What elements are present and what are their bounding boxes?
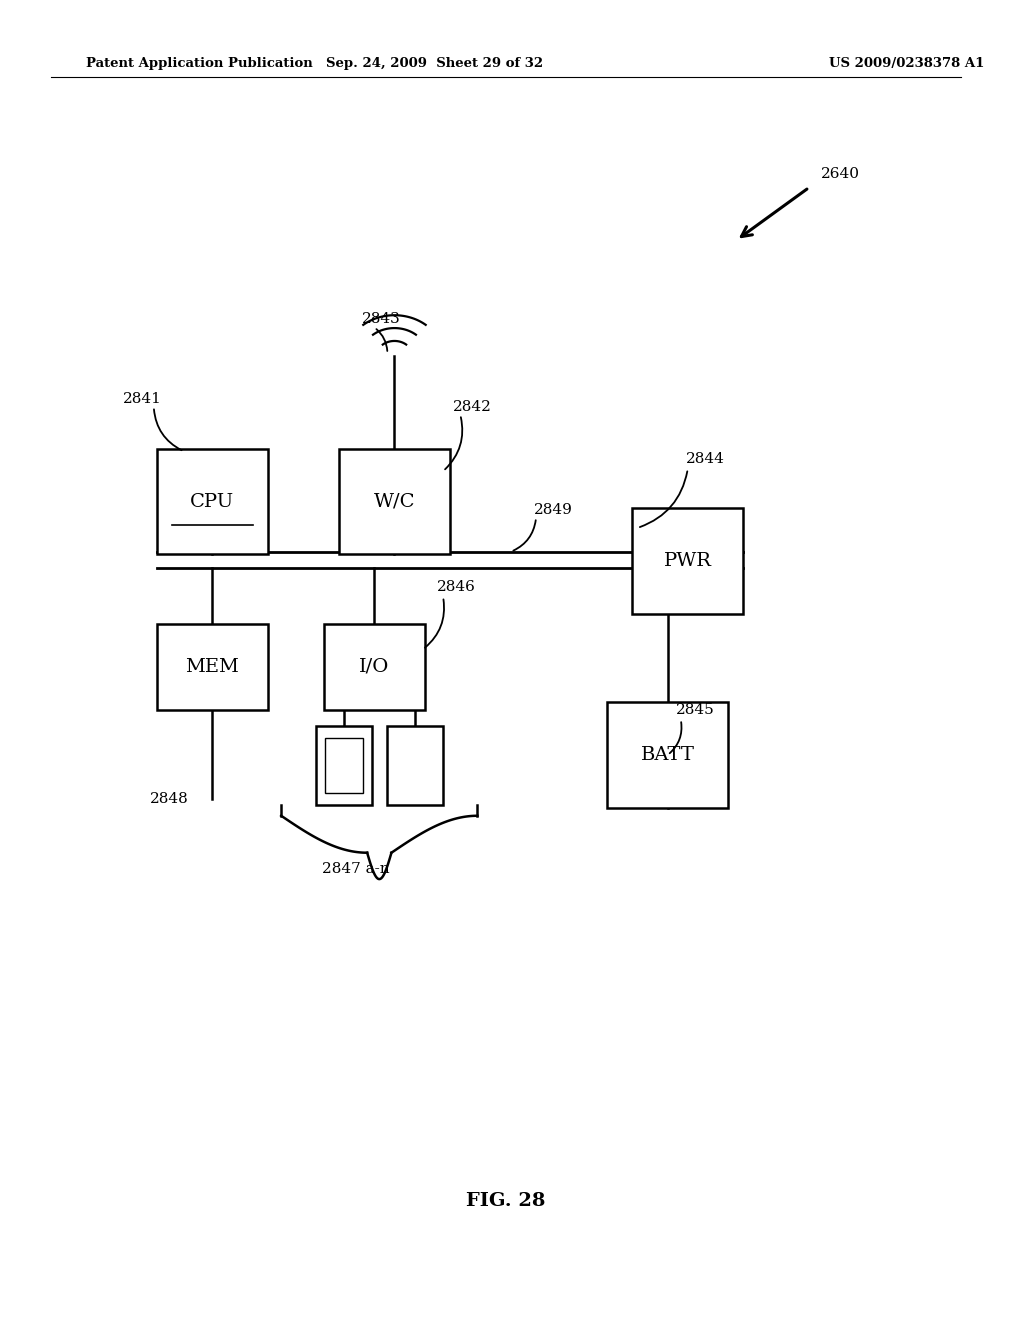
Text: Patent Application Publication: Patent Application Publication [86,57,312,70]
Text: I/O: I/O [359,657,389,676]
Text: CPU: CPU [190,492,234,511]
FancyBboxPatch shape [316,726,372,805]
Text: 2845: 2845 [676,704,715,717]
FancyBboxPatch shape [387,726,442,805]
Text: 2841: 2841 [124,392,162,405]
FancyBboxPatch shape [339,449,451,554]
Text: 2843: 2843 [362,313,400,326]
Text: BATT: BATT [641,746,694,764]
Text: 2844: 2844 [686,453,725,466]
Text: MEM: MEM [185,657,240,676]
Text: 2848: 2848 [150,792,188,805]
Text: PWR: PWR [664,552,712,570]
FancyBboxPatch shape [324,623,425,710]
Text: 2846: 2846 [437,581,476,594]
Text: 2640: 2640 [821,168,860,181]
Text: 2849: 2849 [535,503,573,516]
FancyBboxPatch shape [326,738,362,793]
Text: 2842: 2842 [454,400,492,413]
FancyBboxPatch shape [607,702,728,808]
Text: US 2009/0238378 A1: US 2009/0238378 A1 [829,57,985,70]
FancyBboxPatch shape [157,449,268,554]
Text: W/C: W/C [374,492,415,511]
Text: Sep. 24, 2009  Sheet 29 of 32: Sep. 24, 2009 Sheet 29 of 32 [327,57,544,70]
Text: FIG. 28: FIG. 28 [466,1192,546,1210]
FancyBboxPatch shape [157,623,268,710]
Text: 2847 a-n: 2847 a-n [322,862,389,875]
FancyBboxPatch shape [632,508,743,614]
